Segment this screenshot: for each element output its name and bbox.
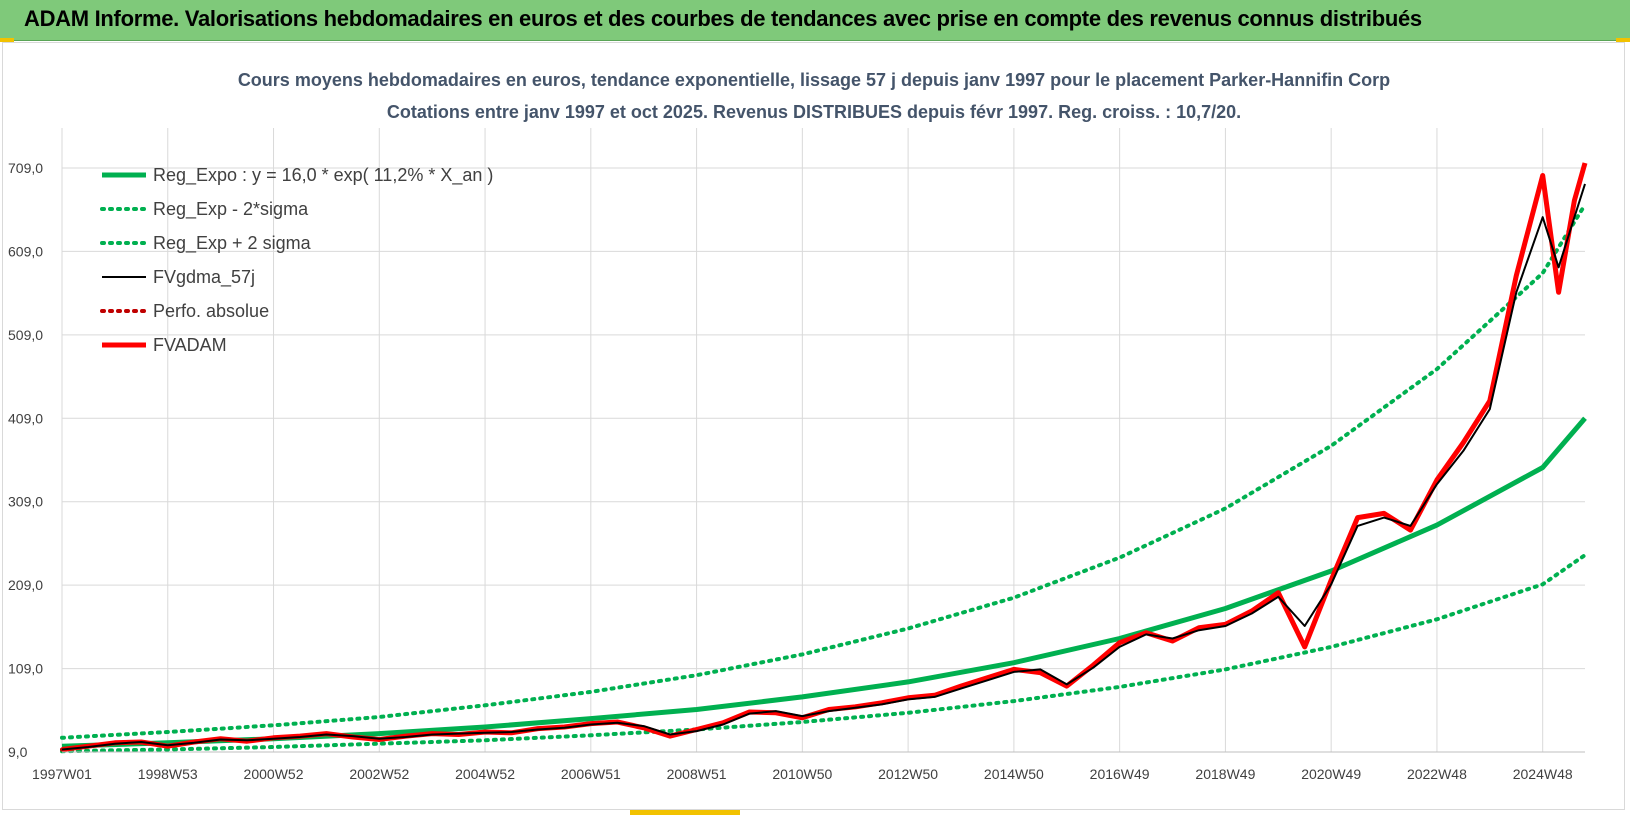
legend-label: Reg_Exp - 2*sigma <box>153 199 309 220</box>
series-line <box>61 416 1587 749</box>
series-line <box>60 202 1587 740</box>
footer-marker <box>630 810 740 815</box>
y-tick-label: 509,0 <box>8 327 43 343</box>
y-tick-label: 109,0 <box>8 661 43 677</box>
x-tick-label: 2002W52 <box>349 766 409 782</box>
y-tick-label: 209,0 <box>8 577 43 593</box>
x-tick-label: 2006W51 <box>561 766 621 782</box>
x-tick-label: 2024W48 <box>1513 766 1573 782</box>
chart-subtitle: Cotations entre janv 1997 et oct 2025. R… <box>387 102 1241 122</box>
legend-label: Perfo. absolue <box>153 301 269 321</box>
legend-label: FVgdma_57j <box>153 267 255 288</box>
x-tick-label: 2020W49 <box>1301 766 1361 782</box>
legend-label: Reg_Exp + 2 sigma <box>153 233 312 254</box>
corner-marker <box>1616 38 1630 42</box>
corner-marker <box>0 38 14 42</box>
y-tick-label: 409,0 <box>8 410 43 426</box>
x-tick-label: 2012W50 <box>878 766 938 782</box>
x-tick-label: 1997W01 <box>32 766 92 782</box>
y-tick-label: 309,0 <box>8 494 43 510</box>
x-tick-label: 2010W50 <box>772 766 832 782</box>
y-tick-label: 709,0 <box>8 160 43 176</box>
x-tick-label: 2000W52 <box>244 766 304 782</box>
report-title: ADAM Informe. Valorisations hebdomadaire… <box>24 6 1422 31</box>
x-tick-label: 1998W53 <box>138 766 198 782</box>
series-lines <box>60 161 1588 754</box>
x-tick-label: 2014W50 <box>984 766 1044 782</box>
y-tick-label: 609,0 <box>8 243 43 259</box>
y-tick-label: 9,0 <box>8 744 28 760</box>
chart-title: Cours moyens hebdomadaires en euros, ten… <box>238 70 1390 90</box>
x-tick-label: 2016W49 <box>1090 766 1150 782</box>
axes: 9,0 109,0 209,0 309,0 409,0 509,0 609,0 709,0 19… <box>8 160 1585 782</box>
legend: Reg_Expo : y = 16,0 * exp( 11,2% * X_an … <box>100 165 493 355</box>
chart-frame <box>2 42 1625 810</box>
legend-label: FVADAM <box>153 335 227 355</box>
legend-label: Reg_Expo : y = 16,0 * exp( 11,2% * X_an … <box>153 165 493 186</box>
x-tick-label: 2018W49 <box>1195 766 1255 782</box>
series-line <box>61 183 1586 751</box>
x-tick-label: 2008W51 <box>667 766 727 782</box>
grid-lines <box>61 128 1585 753</box>
series-line <box>60 553 1587 754</box>
x-tick-label: 2004W52 <box>455 766 515 782</box>
report-header: ADAM Informe. Valorisations hebdomadaire… <box>0 0 1630 41</box>
x-tick-label: 2022W48 <box>1407 766 1467 782</box>
